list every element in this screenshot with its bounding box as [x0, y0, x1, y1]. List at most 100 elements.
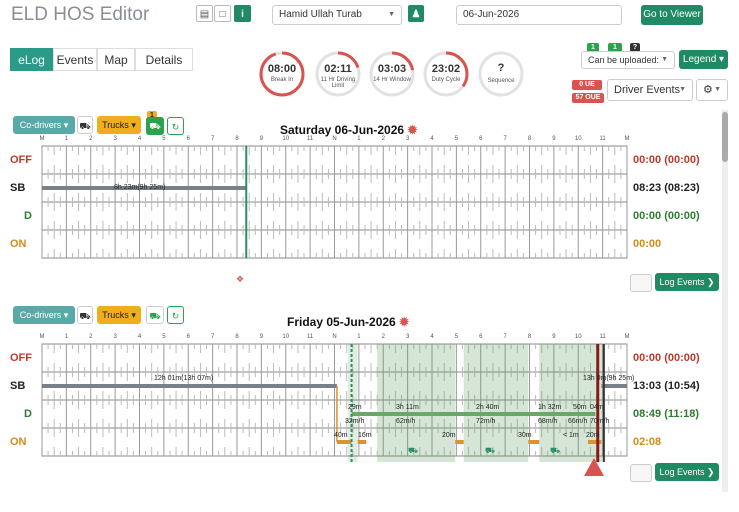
driver-events-select[interactable]: Driver Events ▼	[607, 79, 693, 101]
hour-label: 5	[162, 334, 166, 340]
day1-total-sb: 08:23 (08:23)	[633, 182, 700, 194]
truck-marker-icon: ❖	[236, 274, 245, 284]
truck-status-icon-2[interactable]: ⛟	[146, 306, 164, 324]
driver-select-value: Hamid Ullah Turab	[279, 9, 362, 20]
day1-log-grid	[41, 145, 628, 259]
date-input[interactable]: 06-Jun-2026	[456, 5, 622, 25]
truck-status-icon[interactable]: ⛟	[146, 117, 164, 135]
alert-count-badge: 1	[147, 111, 157, 120]
document-icon[interactable]: ▤	[196, 5, 213, 22]
speed-label: 66m/h	[568, 418, 588, 425]
hour-label: 9	[259, 334, 264, 340]
day2-total-d: 08:49 (11:18)	[633, 408, 700, 420]
refresh-icon[interactable]: ↻	[167, 117, 184, 135]
info-icon[interactable]: i	[234, 5, 251, 22]
on-duty-duration-label: < 1m	[563, 432, 579, 439]
hour-label: M	[624, 334, 630, 340]
gauge-2: 03:03 14 Hr Window	[368, 50, 416, 98]
codrivers-label: Co-drivers	[19, 120, 62, 130]
upload-status-value: Can be uploaded:	[588, 55, 660, 65]
speed-label: 62m/h	[396, 418, 416, 425]
hour-label: 9	[552, 136, 556, 142]
hour-label: 3	[405, 334, 410, 340]
on-duty-duration-label: 20m	[586, 432, 600, 439]
comment-icon-2[interactable]	[630, 464, 652, 482]
hour-label: 8	[235, 136, 239, 142]
hour-label: 2	[381, 136, 385, 142]
codrivers-button-2[interactable]: Co-drivers ▾	[13, 306, 75, 324]
trucks-button-2[interactable]: Trucks ▾	[97, 306, 141, 324]
driver-select[interactable]: Hamid Ullah Turab ▼	[272, 5, 402, 25]
upload-count-driver: 1	[587, 43, 599, 52]
scrollbar[interactable]	[722, 110, 728, 492]
go-to-viewer-button[interactable]: Go to Viewer	[641, 5, 703, 25]
gauge-value: ?	[497, 62, 505, 74]
day1-total-d: 00:00 (00:00)	[633, 210, 700, 222]
gauge-label: Sequence	[487, 78, 515, 84]
hour-label: 9	[552, 334, 556, 340]
hour-label: 8	[527, 136, 532, 142]
note-icon[interactable]: □	[214, 5, 231, 22]
hour-label: 10	[282, 136, 290, 142]
hour-label: 3	[405, 136, 410, 142]
truck-marker-icon: ⛟	[485, 446, 496, 455]
tab-details[interactable]: Details	[135, 48, 193, 71]
on-duty-duration-label: 40m	[334, 432, 348, 439]
trucks-button[interactable]: Trucks ▾	[97, 116, 141, 134]
hour-label: 8	[527, 334, 532, 340]
legend-button[interactable]: Legend ▾	[679, 50, 728, 69]
chevron-down-icon: ▼	[661, 56, 668, 63]
hour-label: 2	[89, 334, 93, 340]
day1-total-off: 00:00 (00:00)	[633, 154, 700, 166]
codrivers-button[interactable]: Co-drivers ▾	[13, 116, 75, 134]
hour-label: 6	[186, 334, 190, 340]
user-icon[interactable]: ♟	[408, 5, 424, 22]
driving-duration-label: 04m	[590, 404, 604, 411]
tab-events[interactable]: Events	[53, 48, 97, 71]
settings-dropdown[interactable]: ⚙ ▼	[696, 79, 728, 101]
truck-icon-2[interactable]: ⛟	[77, 306, 93, 324]
upload-status-select[interactable]: Can be uploaded: ▼	[581, 51, 675, 69]
driving-duration-label: 1h 32m	[538, 404, 562, 411]
comment-icon[interactable]	[630, 274, 652, 292]
driver-events-value: Driver Events	[614, 84, 681, 96]
refresh-icon-2[interactable]: ↻	[167, 306, 184, 324]
speed-label: 68m/h	[538, 418, 558, 425]
gauge-progress-arc	[369, 51, 415, 97]
row-label-d: D	[24, 210, 32, 222]
truck-marker-icon: ⛟	[550, 446, 561, 455]
hour-label: 7	[210, 136, 215, 142]
day1-total-on: 00:00	[633, 238, 662, 250]
tab-elog[interactable]: eLog	[10, 48, 53, 71]
gauge-label: 14 Hr Window	[373, 77, 411, 83]
hour-label: 1	[357, 334, 361, 340]
hour-label: 7	[210, 334, 215, 340]
driving-shade	[377, 344, 456, 462]
chevron-down-icon: ▼	[679, 86, 686, 93]
row-label-off: OFF	[10, 154, 32, 166]
hour-label: 4	[430, 334, 434, 340]
scrollbar-thumb[interactable]	[722, 112, 728, 162]
hour-label: 5	[162, 136, 166, 142]
day2-total-sb: 13:03 (10:54)	[633, 380, 700, 392]
speed-label: 32m/h	[345, 418, 365, 425]
page-title: ELD HOS Editor	[11, 4, 150, 25]
gauge-progress-arc	[259, 51, 305, 97]
log-events-button-2[interactable]: Log Events ❯	[655, 463, 719, 481]
driving-shade	[347, 344, 358, 462]
log-events-button[interactable]: Log Events ❯	[655, 273, 719, 291]
upload-count-truck: 1	[608, 43, 622, 52]
date-input-value: 06-Jun-2026	[463, 9, 520, 20]
hour-label: 11	[307, 136, 314, 142]
hour-label: 10	[574, 334, 582, 340]
hour-label: 5	[454, 136, 459, 142]
gauge-value: 23:02	[431, 63, 461, 75]
driving-duration-label: 3h 11m	[396, 404, 419, 411]
hour-label: 5	[454, 334, 459, 340]
hour-label: M	[624, 136, 630, 142]
hour-label: 4	[137, 334, 142, 340]
tab-map[interactable]: Map	[97, 48, 135, 71]
truck-icon[interactable]: ⛟	[77, 116, 93, 134]
row-label-sb: SB	[10, 182, 26, 194]
on-duty-duration-label: 30m	[518, 432, 532, 439]
